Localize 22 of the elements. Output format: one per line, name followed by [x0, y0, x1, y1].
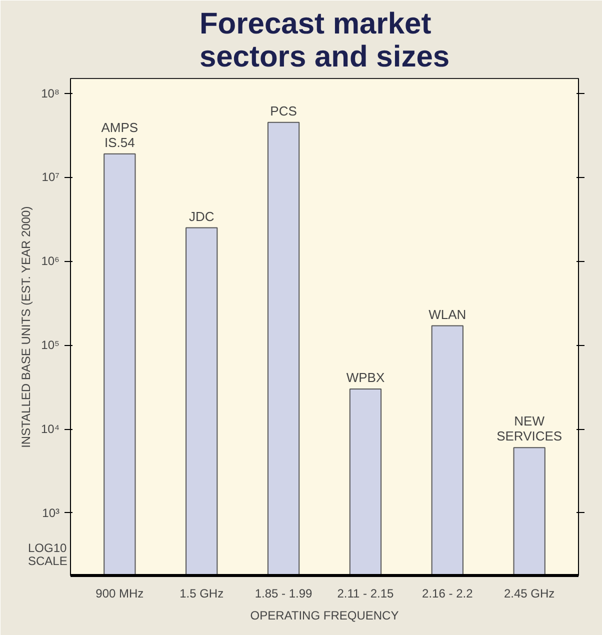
y-tick-label: 10⁷	[42, 170, 60, 184]
x-tick-label: 2.45 GHz	[504, 586, 555, 600]
annotation: NEW SERVICES	[496, 414, 562, 444]
annotation: PCS	[270, 103, 298, 118]
x-tick-label: 2.16 - 2.2	[422, 586, 474, 600]
annotation: JDC	[188, 208, 214, 224]
y-tick-label: 10⁶	[41, 254, 60, 268]
x-axis-title: OPERATING FREQUENCY	[250, 608, 399, 622]
x-tick-label: 1.85 - 1.99	[254, 586, 313, 600]
x-tick-label: 900 MHz	[96, 586, 144, 600]
y-tick-label: 10³	[42, 506, 60, 520]
y-tick-label: 10⁴	[40, 422, 60, 436]
y-tick-label: 10⁸	[41, 86, 60, 100]
x-tick-label: 2.11 - 2.15	[337, 586, 394, 600]
x-tick-label: 1.5 GHz	[180, 586, 224, 600]
annotation: WPBX	[346, 370, 385, 385]
chart-title: Forecast market sectors and sizes	[199, 8, 450, 74]
annotation: WLAN	[428, 306, 466, 322]
y-tick-label: 10⁵	[41, 338, 60, 352]
annotation: LOG10 SCALE	[28, 542, 68, 568]
y-axis-title: INSTALLED BASE UNITS (EST. YEAR 2000)	[18, 206, 33, 448]
annotation: AMPS IS.54	[101, 120, 138, 150]
